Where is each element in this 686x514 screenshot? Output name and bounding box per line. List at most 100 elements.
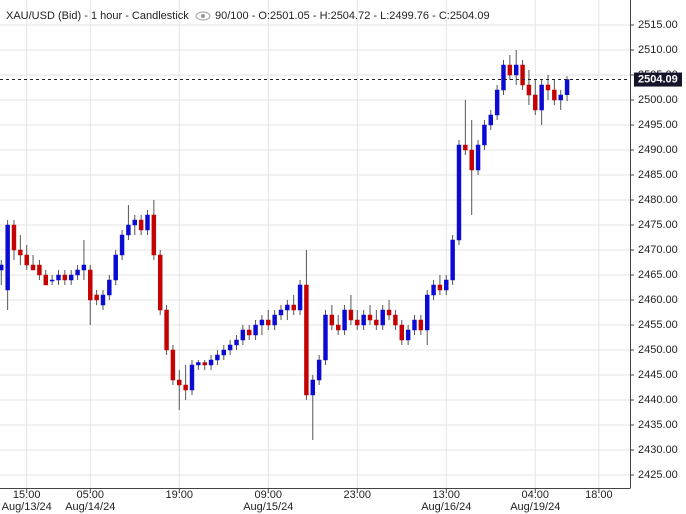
candle-body <box>469 149 474 171</box>
candle-body <box>367 314 373 321</box>
candle-body <box>545 84 551 91</box>
candle-body <box>418 319 424 331</box>
candle-body <box>43 274 48 286</box>
visibility-icon[interactable] <box>195 11 211 21</box>
candle-body <box>113 254 118 281</box>
candle-body <box>138 219 144 231</box>
candle-body <box>564 79 570 96</box>
candle-body <box>386 309 392 316</box>
y-tick-label: 2485.00 <box>638 169 678 181</box>
candle-body <box>310 379 315 396</box>
candle-body <box>215 354 220 361</box>
candle-body <box>558 94 563 101</box>
candle-body <box>463 144 468 151</box>
y-tick-label: 2440.00 <box>638 394 678 406</box>
candle-body <box>444 279 449 291</box>
x-date-label: Aug/15/24 <box>243 501 293 513</box>
x-tick-label: 18:00 <box>585 489 613 501</box>
candle-body <box>405 329 411 341</box>
candle-body <box>132 219 137 226</box>
candle-body <box>151 214 157 256</box>
y-tick-label: 2490.00 <box>638 144 678 156</box>
eye-pupil <box>201 14 205 18</box>
candle-body <box>196 362 201 366</box>
candle-body <box>68 274 74 281</box>
candle-body <box>145 214 150 231</box>
candle-body <box>431 284 436 296</box>
candle-body <box>513 64 519 76</box>
grid-layer <box>0 0 630 488</box>
candle-body <box>208 359 214 366</box>
y-tick-label: 2465.00 <box>638 269 678 281</box>
candle-body <box>539 84 544 111</box>
candles <box>0 50 630 440</box>
candle-body <box>5 224 10 291</box>
chart-subtitle: 90/100 - O:2501.05 - H:2504.72 - L:2499.… <box>215 10 490 22</box>
candle-body <box>18 249 23 256</box>
candle-body <box>399 324 404 341</box>
candle-body <box>361 314 366 326</box>
candle-body <box>316 359 322 381</box>
candle-body <box>56 274 61 281</box>
x-date-label: Aug/14/24 <box>65 501 115 513</box>
labels: 2425.00 2430.00 2435.00 2440.00 2445.00 2450.… <box>2 19 682 513</box>
x-tick-label: 13:00 <box>433 489 461 501</box>
candle-body <box>202 362 207 366</box>
y-tick-label: 2480.00 <box>638 194 678 206</box>
candle-body <box>94 294 99 301</box>
x-date-label: Aug/19/24 <box>510 501 560 513</box>
x-tick-label: 04:00 <box>522 489 550 501</box>
candle-body <box>526 84 532 96</box>
last-price-label: 2504.09 <box>638 73 678 85</box>
candle-body <box>227 344 233 351</box>
candle-body <box>253 324 258 336</box>
eye-outline <box>195 11 211 21</box>
candle-body <box>88 269 93 301</box>
candle-body <box>355 319 360 326</box>
candle-body <box>30 264 36 271</box>
candle-body <box>450 239 455 281</box>
y-tick-label: 2425.00 <box>638 469 678 481</box>
candle-body <box>494 89 500 116</box>
candle-body <box>81 264 87 271</box>
candle-body <box>11 224 17 251</box>
candle-body <box>380 309 385 326</box>
candle-body <box>37 264 42 276</box>
candle-body <box>348 309 354 321</box>
candle-body <box>107 279 112 296</box>
y-tick-label: 2510.00 <box>638 44 678 56</box>
candle-body <box>259 319 265 326</box>
x-tick-label: 19:00 <box>166 489 194 501</box>
chart-title: XAU/USD (Bid) - 1 hour - Candlestick <box>6 10 189 22</box>
candle-body <box>424 294 430 331</box>
candle-body <box>49 279 55 282</box>
candle-body <box>475 144 481 171</box>
y-tick-label: 2445.00 <box>638 369 678 381</box>
candle-body <box>234 339 239 346</box>
candle-body <box>24 254 29 266</box>
candle-body <box>221 349 226 356</box>
candle-body <box>177 379 182 386</box>
last-price-box <box>634 72 682 87</box>
y-tick-label: 2450.00 <box>638 344 678 356</box>
candle-body <box>291 304 296 311</box>
candle-body <box>119 234 125 256</box>
candle-body <box>266 319 271 326</box>
candle-body <box>552 89 557 101</box>
candle-body <box>189 364 195 391</box>
candle-body <box>501 64 506 91</box>
candle-body <box>488 114 493 126</box>
candle-body <box>272 314 277 326</box>
candle-body <box>329 314 335 326</box>
candle-body <box>183 384 188 391</box>
candle-body <box>412 319 417 331</box>
x-date-label: Aug/16/24 <box>421 501 471 513</box>
candle-body <box>323 314 328 361</box>
candle-body <box>374 319 379 326</box>
candle-body <box>297 284 303 311</box>
y-tick-label: 2460.00 <box>638 294 678 306</box>
candle-body <box>0 264 4 271</box>
y-tick-label: 2500.00 <box>638 94 678 106</box>
candle-body <box>62 274 68 281</box>
